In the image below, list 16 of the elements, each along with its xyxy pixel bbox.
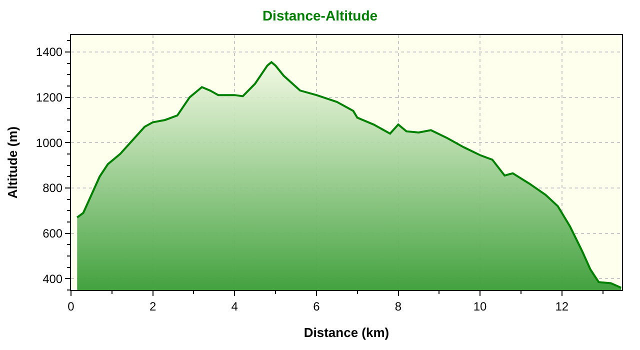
x-axis-title: Distance (km) (304, 325, 390, 340)
x-tick-label: 8 (394, 299, 402, 314)
x-tick-label: 12 (555, 299, 569, 314)
y-tick-label: 800 (42, 181, 63, 196)
y-tick-label: 600 (42, 226, 63, 241)
y-axis-title: Altitude (m) (4, 126, 20, 199)
y-tick-label: 1000 (36, 136, 63, 150)
x-tick-label: 2 (149, 299, 156, 314)
x-tick-label: 10 (473, 299, 488, 314)
y-tick-label: 400 (42, 272, 63, 286)
y-tick-label: 1200 (36, 90, 63, 105)
x-tick-label: 4 (231, 299, 238, 314)
x-tick-label: 6 (313, 299, 320, 314)
y-tick-label: 1400 (36, 45, 63, 60)
chart-title: Distance-Altitude (262, 7, 378, 24)
x-tick-label: 0 (68, 299, 75, 314)
